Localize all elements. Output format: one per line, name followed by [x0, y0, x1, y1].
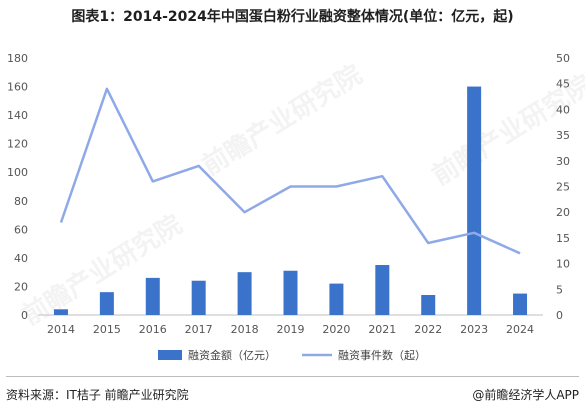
x-tick-label: 2016	[139, 323, 167, 336]
bar	[329, 283, 344, 315]
bar	[513, 293, 528, 315]
y-left-tick-label: 100	[7, 166, 28, 179]
x-tick-label: 2014	[47, 323, 75, 336]
y-right-tick-label: 15	[556, 232, 570, 245]
footer-divider	[6, 376, 579, 377]
y-left-tick-label: 180	[7, 52, 28, 65]
bars-group	[53, 86, 528, 315]
bar	[375, 265, 390, 315]
chart-svg: 0 20 40 60 80 100 120 140 160 180 0 5 10 15 20 25 30 35 40…	[7, 52, 570, 362]
legend: 融资金额（亿元） 融资事件数（起）	[158, 348, 426, 362]
source-note: 资料来源：IT桔子 前瞻产业研究院	[6, 388, 189, 402]
y-left-tick-label: 40	[14, 252, 28, 265]
credit-note: @前瞻经济学人APP	[472, 388, 579, 402]
bar	[145, 277, 160, 315]
x-tick-label: 2019	[277, 323, 305, 336]
x-tick-label: 2022	[414, 323, 442, 336]
y-right-tick-label: 50	[556, 52, 570, 65]
x-tick-label: 2020	[322, 323, 350, 336]
y-right-tick-label: 20	[556, 206, 570, 219]
axes-group: 0 20 40 60 80 100 120 140 160 180 0 5 10 15 20 25 30 35 40…	[7, 52, 570, 336]
bar	[421, 295, 436, 315]
x-tick-label: 2024	[506, 323, 534, 336]
y-left-tick-label: 160	[7, 81, 28, 94]
y-left-tick-label: 60	[14, 223, 28, 236]
x-tick-label: 2017	[185, 323, 213, 336]
x-tick-label: 2015	[93, 323, 121, 336]
y-left-tick-label: 80	[14, 195, 28, 208]
x-tick-label: 2018	[231, 323, 259, 336]
legend-label-bar: 融资金额（亿元）	[188, 348, 276, 362]
y-right-tick-label: 0	[556, 309, 563, 322]
bar	[53, 309, 68, 315]
chart-title: 图表1：2014-2024年中国蛋白粉行业融资整体情况(单位：亿元，起)	[71, 9, 514, 25]
y-right-tick-label: 30	[556, 155, 570, 168]
y-left-tick-label: 140	[7, 109, 28, 122]
y-right-tick-label: 5	[556, 283, 563, 296]
series-line	[59, 87, 521, 255]
bar	[283, 270, 298, 315]
legend-label-line: 融资事件数（起）	[338, 349, 426, 362]
y-right-tick-label: 25	[556, 181, 570, 194]
y-left-tick-label: 0	[21, 309, 28, 322]
bar	[191, 280, 206, 315]
y-right-tick-label: 35	[556, 129, 570, 142]
x-tick-label: 2023	[460, 323, 488, 336]
line-group	[59, 87, 521, 255]
legend-swatch-bar	[158, 350, 182, 360]
bar	[467, 86, 482, 315]
bar	[237, 272, 252, 315]
y-right-tick-label: 10	[556, 258, 570, 271]
y-right-tick-label: 45	[556, 78, 570, 91]
x-tick-label: 2021	[368, 323, 396, 336]
y-left-tick-label: 20	[14, 280, 28, 293]
y-left-tick-label: 120	[7, 138, 28, 151]
bar	[99, 292, 114, 315]
y-right-tick-label: 40	[556, 103, 570, 116]
